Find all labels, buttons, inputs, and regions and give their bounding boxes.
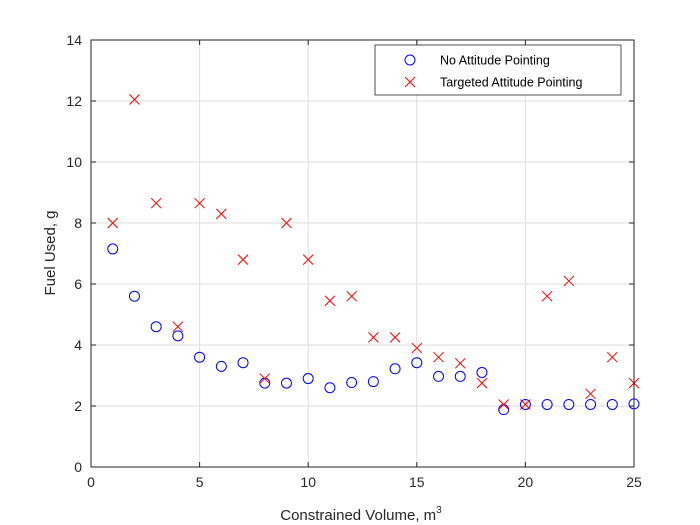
x-axis-title: Constrained Volume, m3 [280, 505, 442, 524]
y-tick-label: 6 [74, 276, 82, 292]
plot-area [91, 40, 634, 467]
data-point-circle [606, 398, 618, 410]
y-tick-label: 14 [66, 32, 82, 48]
legend-label-no-attitude: No Attitude Pointing [440, 54, 550, 68]
data-point-circle [237, 357, 249, 369]
x-tick-label: 15 [409, 474, 425, 490]
data-point-circle [519, 398, 531, 410]
data-point-circle [324, 382, 336, 394]
data-point-x [520, 399, 531, 410]
y-tick-label: 12 [66, 93, 82, 109]
data-point-x [498, 399, 510, 410]
data-point-x [324, 295, 336, 307]
data-point-circle [128, 290, 140, 302]
data-point-x [454, 357, 466, 369]
y-axis-title: Fuel Used, g [42, 210, 59, 295]
data-point-circle [150, 321, 162, 333]
data-point-x [389, 332, 401, 343]
data-point-circle [194, 351, 206, 363]
data-point-circle [563, 398, 575, 410]
data-point-circle [411, 357, 423, 369]
data-point-circle [476, 366, 488, 378]
y-tick-label: 0 [74, 459, 82, 475]
legend-box [374, 44, 622, 96]
x-tick-label: 5 [196, 474, 204, 490]
data-point-x [215, 208, 227, 220]
tick-labels: 0 5 10 15 20 25 0 2 4 6 8 10 12 14 [66, 32, 642, 490]
data-point-circle [302, 373, 314, 385]
legend-x-marker [404, 76, 416, 88]
legend-label-targeted-attitude: Targeted Attitude Pointing [440, 76, 583, 90]
data-point-x [107, 217, 119, 229]
data-point-x [563, 275, 575, 287]
data-point-x [433, 351, 444, 363]
data-point-x [411, 342, 423, 354]
data-point-circle [367, 376, 379, 388]
data-point-x [129, 94, 140, 105]
data-point-circle [107, 243, 119, 255]
plot-frame [90, 39, 635, 468]
data-point-x [585, 388, 596, 400]
data-point-x [237, 254, 249, 265]
data-point-x [302, 254, 314, 265]
data-point-circle [454, 370, 466, 382]
data-point-x [172, 321, 184, 333]
data-point-circle [346, 377, 358, 389]
y-tick-label: 2 [74, 398, 82, 414]
x-tick-label: 10 [300, 474, 316, 490]
data-point-x [281, 217, 292, 229]
data-point-x [606, 351, 618, 363]
y-tick-label: 10 [66, 154, 82, 170]
data-point-x [259, 373, 271, 384]
data-point-circle [172, 330, 184, 342]
y-tick-label: 8 [74, 215, 82, 231]
y-tick-label: 4 [74, 337, 82, 353]
x-tick-label: 0 [87, 474, 95, 490]
data-point-x [194, 197, 205, 209]
data-point-x [346, 290, 357, 302]
data-point-circle [215, 360, 227, 372]
data-point-circle [541, 398, 553, 410]
data-point-x [541, 290, 553, 302]
data-point-circle [280, 377, 292, 389]
x-tick-label: 20 [518, 474, 534, 490]
data-point-x [150, 197, 162, 209]
data-point-circle [389, 363, 401, 375]
data-point-circle [433, 370, 445, 382]
x-tick-label: 25 [626, 474, 642, 490]
data-point-x [368, 332, 379, 343]
data-point-circle [585, 398, 597, 410]
data-point-x [476, 377, 488, 389]
legend-circle-marker [404, 54, 416, 66]
legend: No Attitude Pointing Targeted Attitude P… [374, 44, 622, 96]
